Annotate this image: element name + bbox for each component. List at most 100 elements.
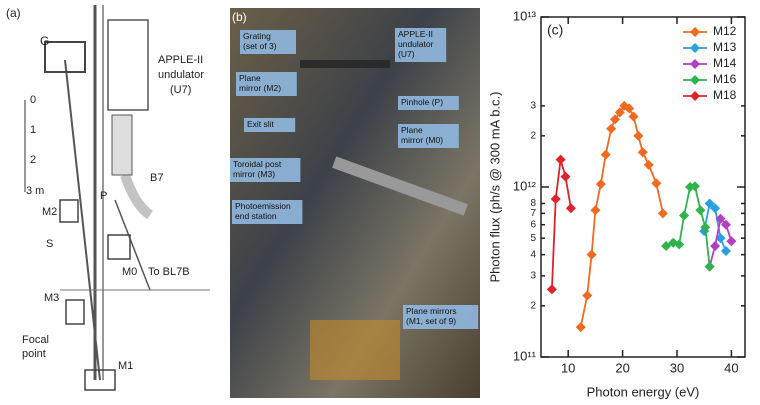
data-point bbox=[600, 149, 611, 160]
y-tick-label: 6 bbox=[530, 219, 536, 230]
data-point bbox=[575, 322, 586, 333]
beamline bbox=[64, 59, 101, 381]
callouts: Grating (set of 3) APPLE-II undulator (U7) Pl… bbox=[230, 28, 479, 329]
y-tick-label: 7 bbox=[530, 208, 536, 219]
callout-text: Plane mirror (M2) bbox=[239, 73, 281, 93]
panel-a: (a) G APPLE-II undulator (U7) 0 1 2 3 m B7… bbox=[6, 5, 210, 391]
y-axis-label: Photon flux (ph/s @ 300 mA b.c.) bbox=[487, 92, 502, 283]
scale-label: 1 bbox=[30, 124, 36, 136]
data-point bbox=[565, 203, 576, 214]
photo-detail bbox=[300, 60, 390, 68]
data-point bbox=[704, 261, 715, 272]
m2-chamber bbox=[59, 199, 79, 223]
legend-swatch bbox=[690, 59, 700, 69]
data-point bbox=[715, 213, 726, 224]
label: M1 bbox=[118, 360, 133, 372]
y-tick-label: 10¹³ bbox=[513, 8, 537, 23]
label: G bbox=[40, 34, 49, 48]
label: S bbox=[46, 238, 53, 250]
label: To BL7B bbox=[148, 266, 190, 278]
data-point bbox=[704, 198, 715, 209]
scale-label: 0 bbox=[30, 94, 36, 106]
legend-label: M14 bbox=[713, 56, 737, 70]
data-point bbox=[550, 193, 561, 204]
data-point bbox=[657, 208, 668, 219]
data-point bbox=[609, 114, 620, 125]
data-point bbox=[651, 178, 662, 189]
callout-box bbox=[398, 96, 459, 110]
data-point bbox=[614, 107, 625, 118]
label: B7 bbox=[150, 172, 163, 184]
y-tick-label: 5 bbox=[530, 233, 536, 244]
callout-box bbox=[230, 158, 301, 182]
front-end bbox=[111, 114, 133, 176]
data-point bbox=[555, 154, 566, 165]
callout-text: Toroidal post mirror (M3) bbox=[233, 159, 282, 179]
data-point bbox=[590, 205, 601, 216]
callout-box bbox=[236, 72, 297, 96]
data-point bbox=[595, 179, 606, 190]
x-tick-label: 10 bbox=[561, 360, 575, 375]
x-tick-label: 20 bbox=[615, 360, 629, 375]
x-tick-label: 30 bbox=[670, 360, 684, 375]
legend-label: M16 bbox=[713, 72, 737, 86]
legend-label: M18 bbox=[713, 88, 737, 102]
data-point bbox=[606, 123, 617, 134]
y-tick-label: 2 bbox=[530, 130, 536, 141]
undulator bbox=[107, 19, 149, 111]
callout-box bbox=[244, 118, 296, 132]
data-point bbox=[726, 236, 737, 247]
data-point bbox=[695, 205, 706, 216]
m3-chamber bbox=[65, 299, 85, 325]
data-point bbox=[628, 111, 639, 122]
label: Focal point bbox=[22, 334, 49, 360]
panel-b: (b) Grating (set of 3) APPLE-II undulator (U… bbox=[230, 8, 480, 398]
legend-swatch bbox=[690, 27, 700, 37]
callout-text: APPLE-II undulator (U7) bbox=[398, 29, 434, 59]
beamline bbox=[114, 199, 151, 291]
data-point bbox=[643, 159, 654, 170]
data-point bbox=[637, 147, 648, 158]
callout-box bbox=[395, 28, 447, 62]
data-point bbox=[720, 246, 731, 257]
data-point bbox=[546, 284, 557, 295]
data-point bbox=[689, 181, 700, 192]
y-tick-label: 3 bbox=[530, 101, 536, 112]
callout-box bbox=[240, 30, 296, 54]
data-point bbox=[720, 219, 731, 230]
series-line bbox=[579, 104, 664, 328]
y-tick-label: 4 bbox=[530, 249, 536, 260]
photo-detail bbox=[310, 320, 400, 380]
legend-swatch bbox=[690, 91, 700, 101]
x-axis-label: Photon energy (eV) bbox=[587, 384, 700, 399]
scale-label: 3 m bbox=[26, 185, 44, 197]
m0-chamber bbox=[107, 234, 131, 260]
legend-label: M12 bbox=[713, 24, 737, 38]
data-point bbox=[560, 171, 571, 182]
data-point bbox=[661, 240, 672, 251]
m1-chamber bbox=[84, 369, 116, 391]
data-point bbox=[633, 130, 644, 141]
y-tick-label: 2 bbox=[530, 300, 536, 311]
callout-text: Grating (set of 3) bbox=[243, 31, 277, 51]
photo-detail bbox=[332, 156, 468, 216]
panel-label: (a) bbox=[6, 6, 21, 20]
label: APPLE-II undulator (U7) bbox=[158, 54, 204, 96]
scale-label: 2 bbox=[30, 154, 36, 166]
callout-text: Pinhole (P) bbox=[401, 97, 443, 107]
data-point bbox=[582, 290, 593, 301]
legend-swatch bbox=[690, 43, 700, 53]
legend-swatch bbox=[690, 75, 700, 85]
data-point bbox=[710, 203, 721, 214]
data-point bbox=[710, 240, 721, 251]
callout-box bbox=[232, 200, 303, 224]
data-point bbox=[674, 239, 685, 250]
callout-text: Plane mirror (M0) bbox=[401, 125, 443, 145]
callout-text: Photoemission end station bbox=[235, 201, 291, 221]
callout-box bbox=[403, 305, 479, 329]
data-point bbox=[700, 222, 711, 233]
y-tick-label: 8 bbox=[530, 198, 536, 209]
y-tick-label: 3 bbox=[530, 271, 536, 282]
b7-pipe bbox=[120, 173, 154, 220]
